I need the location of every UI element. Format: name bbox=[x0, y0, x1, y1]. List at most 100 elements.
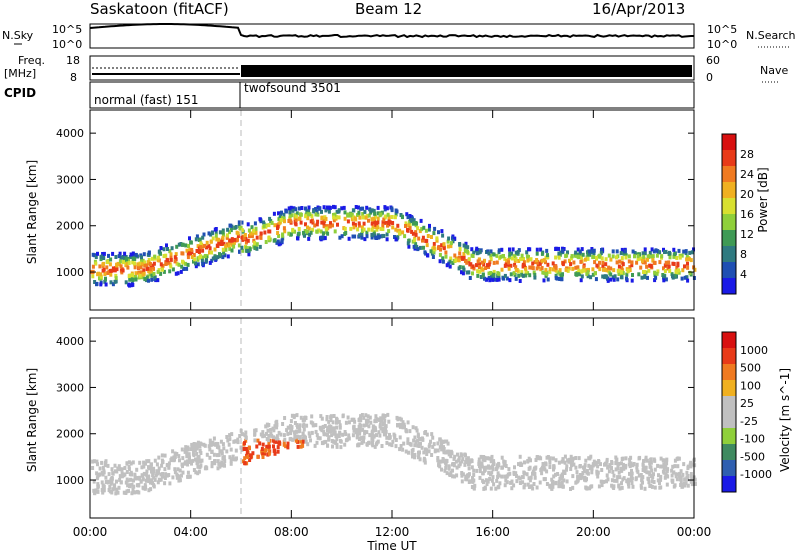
scatter-cell bbox=[465, 260, 469, 265]
scatter-cell bbox=[647, 470, 651, 475]
scatter-cell bbox=[675, 256, 679, 260]
scatter-cell bbox=[681, 472, 685, 477]
scatter-cell bbox=[412, 244, 416, 249]
scatter-cell bbox=[263, 451, 267, 456]
scatter-cell bbox=[510, 486, 514, 491]
colorbar-swatch bbox=[722, 246, 736, 263]
scatter-cell bbox=[190, 442, 194, 447]
scatter-cell bbox=[136, 262, 140, 267]
scatter-cell bbox=[96, 462, 99, 467]
scatter-cell bbox=[175, 261, 179, 266]
scatter-cell bbox=[571, 266, 575, 271]
scatter-cell bbox=[94, 261, 98, 266]
scatter-cell bbox=[246, 455, 250, 459]
scatter-cell bbox=[531, 266, 535, 271]
scatter-cell bbox=[104, 475, 108, 480]
scatter-cell bbox=[502, 254, 505, 258]
scatter-cell bbox=[161, 267, 164, 272]
scatter-cell bbox=[497, 473, 501, 478]
scatter-cell bbox=[297, 429, 301, 434]
scatter-cell bbox=[130, 482, 134, 487]
scatter-cell bbox=[394, 237, 398, 242]
scatter-cell bbox=[586, 256, 590, 261]
scatter-cell bbox=[582, 268, 586, 273]
scatter-cell bbox=[181, 456, 185, 461]
scatter-cell bbox=[382, 217, 386, 222]
scatter-cell bbox=[526, 482, 530, 487]
scatter-cell bbox=[286, 445, 290, 450]
scatter-cell bbox=[505, 276, 509, 281]
scatter-cell bbox=[437, 463, 441, 468]
scatter-cell bbox=[398, 424, 402, 429]
scatter-cell bbox=[197, 250, 201, 254]
scatter-cell bbox=[157, 466, 161, 471]
scatter-cell bbox=[661, 273, 665, 277]
scatter-cell bbox=[385, 206, 389, 211]
scatter-cell bbox=[324, 439, 328, 444]
colorbar-tick-label: -25 bbox=[740, 415, 758, 428]
scatter-cell bbox=[141, 477, 145, 482]
scatter-cell bbox=[601, 263, 605, 268]
scatter-cell bbox=[104, 480, 108, 484]
scatter-cell bbox=[560, 273, 564, 278]
power-cbar-label: Power [dB] bbox=[756, 167, 770, 232]
scatter-cell bbox=[422, 245, 425, 250]
scatter-cell bbox=[327, 436, 331, 441]
scatter-cell bbox=[357, 429, 361, 433]
scatter-cell bbox=[187, 244, 190, 248]
scatter-cell bbox=[477, 265, 481, 269]
scatter-cell bbox=[196, 471, 200, 476]
scatter-cell bbox=[138, 476, 142, 481]
scatter-cell bbox=[406, 215, 410, 220]
scatter-cell bbox=[264, 240, 268, 244]
scatter-cell bbox=[693, 463, 697, 468]
scatter-cell bbox=[629, 455, 633, 460]
scatter-cell bbox=[189, 459, 193, 464]
scatter-cell bbox=[347, 433, 351, 438]
scatter-cell bbox=[171, 449, 175, 454]
scatter-cell bbox=[670, 272, 674, 277]
scatter-cell bbox=[311, 421, 315, 426]
scatter-cell bbox=[557, 251, 561, 256]
scatter-cell bbox=[267, 451, 271, 456]
scatter-cell bbox=[338, 235, 342, 240]
scatter-cell bbox=[462, 252, 466, 256]
scatter-cell bbox=[611, 469, 615, 474]
scatter-cell bbox=[566, 268, 570, 273]
scatter-cell bbox=[201, 261, 205, 266]
scatter-cell bbox=[156, 278, 160, 283]
scatter-cell bbox=[240, 245, 244, 250]
scatter-cell bbox=[356, 431, 360, 436]
scatter-cell bbox=[361, 435, 365, 440]
scatter-cell bbox=[533, 472, 537, 476]
scatter-cell bbox=[551, 479, 555, 484]
scatter-cell bbox=[397, 231, 401, 236]
scatter-cell bbox=[212, 436, 216, 441]
scatter-cell bbox=[177, 478, 181, 483]
scatter-cell bbox=[685, 255, 689, 259]
scatter-cell bbox=[256, 454, 260, 459]
scatter-cell bbox=[584, 268, 588, 273]
scatter-cell bbox=[120, 471, 124, 476]
scatter-cell bbox=[384, 220, 388, 225]
scatter-cell bbox=[278, 220, 282, 225]
scatter-cell bbox=[162, 247, 166, 252]
scatter-cell bbox=[554, 275, 558, 280]
scatter-cell bbox=[208, 260, 212, 265]
scatter-cell bbox=[179, 269, 183, 274]
scatter-cell bbox=[280, 210, 283, 215]
scatter-cell bbox=[383, 426, 387, 431]
scatter-cell bbox=[195, 451, 199, 456]
scatter-cell bbox=[343, 442, 347, 447]
scatter-cell bbox=[384, 214, 388, 219]
scatter-cell bbox=[513, 465, 516, 470]
scatter-cell bbox=[628, 471, 631, 476]
scatter-cell bbox=[370, 431, 374, 435]
scatter-cell bbox=[289, 206, 293, 211]
scatter-cell bbox=[603, 275, 607, 280]
scatter-cell bbox=[299, 220, 303, 225]
scatter-cell bbox=[387, 219, 391, 224]
scatter-cell bbox=[486, 249, 490, 254]
scatter-cell bbox=[460, 471, 464, 475]
scatter-cell bbox=[416, 438, 420, 443]
